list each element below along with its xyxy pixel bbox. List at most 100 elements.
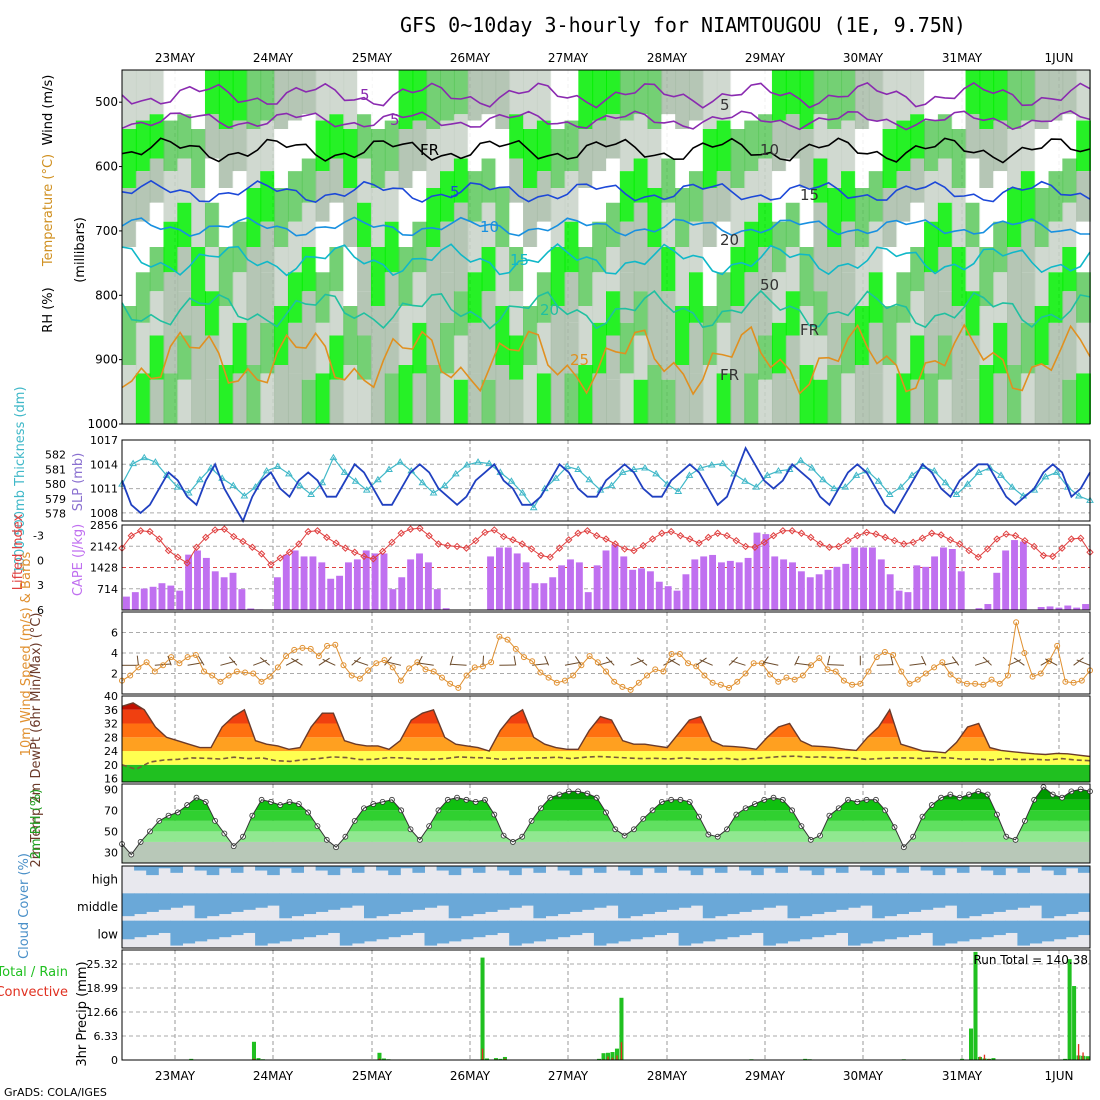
rh-shade-cell: [398, 365, 414, 424]
rh-shade-cell: [688, 171, 704, 222]
rh-shade-cell: [1076, 120, 1091, 172]
cloud-cell: [993, 920, 1006, 936]
cape-bar: [123, 596, 130, 610]
precip-total-bar: [493, 1058, 498, 1060]
rh-shade-cell: [453, 202, 469, 247]
cape-bar: [868, 547, 876, 610]
cloud-cell: [472, 920, 486, 938]
cloud-cell: [678, 920, 692, 946]
cape-bar: [877, 559, 885, 610]
cloud-cell: [714, 893, 728, 917]
cloud-cell: [545, 893, 559, 917]
wind-speed-point: [291, 646, 298, 653]
wind-barb: [416, 655, 423, 666]
rh-shade-cell: [467, 272, 483, 323]
cape-bar: [984, 604, 992, 610]
wind-barb: [921, 655, 927, 666]
rh-shade-cell: [440, 322, 455, 374]
rh-shade-cell: [509, 247, 525, 292]
rh-shade-cell: [1020, 70, 1036, 121]
rh-shade-cell: [398, 70, 414, 129]
rh-shade-cell: [785, 202, 801, 247]
contour-label: 5: [450, 183, 460, 201]
rh-shade-cell: [1007, 129, 1022, 188]
cloud-cell: [230, 893, 244, 912]
rh-shade-cell: [315, 322, 331, 374]
rh-shade-cell: [177, 247, 193, 292]
wind-speed-point: [652, 666, 659, 673]
cloud-cell: [727, 920, 740, 938]
cape-bar: [353, 559, 361, 610]
rh-shade-cell: [1020, 221, 1036, 273]
rh-shade-cell: [813, 114, 829, 159]
rh-shade-cell: [135, 120, 151, 172]
precip-total-bar: [803, 1058, 808, 1060]
cape-bar: [806, 577, 814, 610]
lifted-index-point: [1039, 551, 1048, 560]
cloud-cell: [775, 866, 788, 873]
cloud-cell: [860, 893, 873, 906]
cape-bar: [487, 556, 494, 610]
cape-bar: [380, 553, 388, 610]
cape-bar: [1002, 550, 1010, 610]
wind-tick: 6: [111, 627, 118, 640]
lifted-index-point: [164, 546, 173, 555]
rh-shade-cell: [564, 70, 580, 121]
wind-speed-point: [496, 633, 503, 640]
cloud-cell: [243, 920, 256, 933]
thickness-point: [585, 475, 594, 483]
lifted-index-point: [136, 527, 145, 535]
cloud-cell: [303, 893, 317, 915]
pressure-tick: 1000: [87, 417, 118, 431]
wind-barb: [384, 656, 392, 666]
cape-bar: [851, 547, 859, 610]
rh-shade-cell: [771, 272, 787, 323]
cape-axis-label: CAPE (J/kg): [71, 524, 86, 596]
cloud-cell: [884, 866, 897, 869]
rh-shade-cell: [758, 291, 773, 336]
precip-total-bar: [601, 1053, 606, 1060]
cloud-cell: [569, 893, 583, 912]
wind-barb: [513, 655, 517, 666]
cloud-cell: [606, 893, 619, 906]
rh-shade-cell: [357, 379, 372, 424]
rh-shade-cell: [771, 373, 787, 424]
cape-bar: [131, 592, 139, 610]
rh-shade-cell: [813, 379, 829, 424]
precip-total-bar: [377, 1052, 382, 1060]
cape-bar: [593, 565, 601, 610]
wind-speed-point: [430, 668, 437, 675]
cloud-cell: [170, 920, 183, 946]
cloud-cell: [690, 866, 704, 876]
cloud-cell: [799, 893, 813, 917]
wind-barb: [167, 655, 172, 666]
lifted-index-point: [211, 526, 219, 534]
rh-shade-cell: [218, 306, 234, 365]
thickness-point: [952, 490, 961, 497]
temp-band: [122, 751, 1090, 765]
precip-convective-bar: [979, 1056, 981, 1060]
rh-shade-cell: [965, 247, 981, 292]
rh-shade-cell: [481, 291, 497, 336]
rh-shade-cell: [827, 129, 843, 188]
rh-shade-cell: [619, 171, 635, 222]
rh-shade-cell: [163, 221, 179, 273]
contour-label: FR: [720, 366, 739, 384]
chart-title: GFS 0~10day 3-hourly for NIAMTOUGOU (1E,…: [400, 13, 966, 37]
temp-axis-label: 2m Temp 2m DewPt (6hr Min/Max) (°C): [29, 613, 44, 868]
cloud-cell: [1053, 866, 1067, 876]
thickness-point: [518, 489, 527, 496]
rh-shade-cell: [979, 188, 995, 247]
rh-shade-cell: [1034, 365, 1050, 424]
rh-shade-cell: [523, 129, 538, 188]
cloud-cell: [472, 866, 486, 873]
wind-tick: 2: [111, 668, 118, 681]
rh-shade-cell: [315, 221, 331, 273]
wind-barb: [763, 661, 779, 666]
rh-shade-cell: [357, 247, 372, 292]
cloud-cell: [593, 893, 607, 908]
cloud-cell: [206, 893, 220, 917]
rh-shade-cell: [523, 365, 538, 424]
wind-speed-point: [660, 668, 667, 675]
temp-tick: 40: [104, 690, 118, 703]
